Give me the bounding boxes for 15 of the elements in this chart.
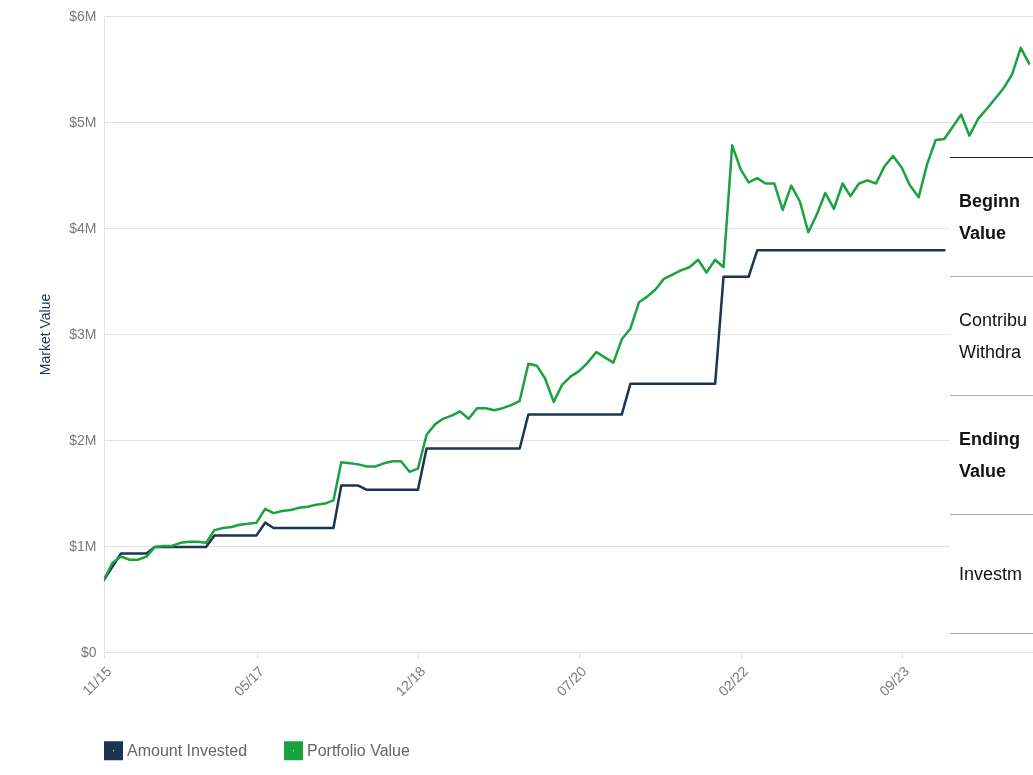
legend-label: Portfolio Value <box>307 741 410 759</box>
y-tick-label: $6M <box>69 7 97 24</box>
line-series <box>104 46 1031 582</box>
annotation: Investm <box>959 563 1023 586</box>
y-tick-label: $0 <box>80 643 97 660</box>
annotation: Ending Value <box>959 428 1020 483</box>
legend-label: Amount Invested <box>127 741 248 759</box>
annotation: Contribu Withdra <box>959 309 1028 364</box>
y-axis-title: Market Value <box>37 293 54 376</box>
annotation: Beginn Value <box>959 190 1020 245</box>
y-tick-label: $1M <box>69 537 97 554</box>
y-tick-label: $4M <box>69 219 97 236</box>
y-tick-label: $5M <box>69 113 97 130</box>
y-tick-label: $3M <box>69 325 97 342</box>
y-tick-label: $2M <box>69 431 97 448</box>
